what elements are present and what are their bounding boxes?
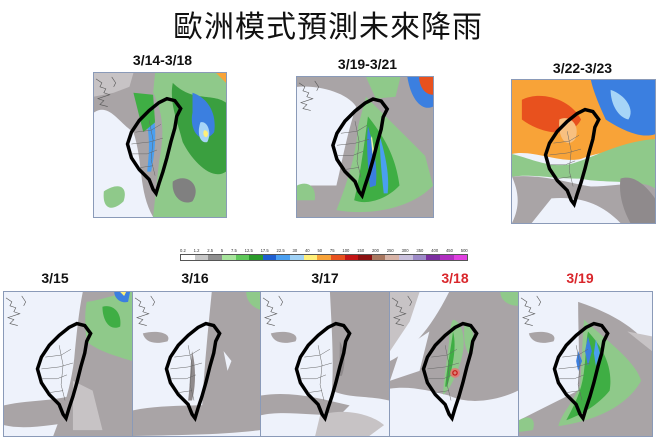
colorbar-swatch: [290, 255, 304, 260]
colorbar-swatch: [453, 255, 468, 260]
precipitation-colorbar: 0.2 1.2 2.5 5 7.5 12.5 17.5 22.5 30 40 5…: [180, 248, 468, 262]
map-panel-bottom-1: [3, 291, 133, 437]
panel-label-bottom-5: 3/19: [566, 270, 594, 286]
colorbar-swatch: [221, 255, 236, 260]
panel-label-bottom-2: 3/16: [181, 270, 209, 286]
colorbar-swatch: [194, 255, 209, 260]
colorbar-tick: 0.2: [180, 248, 186, 253]
colorbar-tick: 75: [329, 248, 335, 253]
colorbar-tick: 200: [371, 248, 379, 253]
map-panel-bottom-3: [260, 291, 390, 437]
colorbar-swatch: [303, 255, 318, 260]
colorbar-tick: 400: [431, 248, 439, 253]
panel-label-bottom-4: 3/18: [441, 270, 469, 286]
map-panel-bottom-2: [132, 291, 261, 437]
colorbar-tick: 17.5: [260, 248, 269, 253]
colorbar-swatch: [330, 255, 345, 260]
panel-label-top-3: 3/22-3/23: [552, 60, 613, 76]
colorbar-tick: 7.5: [231, 248, 237, 253]
panel-label-bottom-1: 3/15: [41, 270, 69, 286]
colorbar-swatch: [385, 255, 399, 260]
colorbar-tick: 30: [292, 248, 298, 253]
highlight-marker-icon: [450, 367, 460, 378]
colorbar-swatch: [317, 255, 331, 260]
colorbar-swatch: [249, 255, 263, 260]
map-panel-top-1: [93, 72, 227, 218]
colorbar-swatch: [276, 255, 290, 260]
colorbar-swatch: [181, 255, 195, 260]
colorbar-tick: 500: [460, 248, 468, 253]
colorbar-swatch: [399, 255, 413, 260]
colorbar-tick: 2.5: [207, 248, 214, 253]
map-panel-bottom-4: [389, 291, 519, 437]
colorbar-swatch: [208, 255, 222, 260]
map-panel-top-2: [296, 76, 434, 218]
colorbar-tick: 300: [401, 248, 409, 253]
colorbar-tick: 350: [416, 248, 424, 253]
colorbar-ticks: 0.2 1.2 2.5 5 7.5 12.5 17.5 22.5 30 40 5…: [180, 248, 468, 253]
colorbar-swatches: [180, 254, 468, 261]
colorbar-swatch: [439, 255, 454, 260]
colorbar-tick: 150: [357, 248, 365, 253]
colorbar-tick: 50: [317, 248, 323, 253]
panel-label-bottom-3: 3/17: [311, 270, 339, 286]
colorbar-tick: 450: [445, 248, 453, 253]
map-panel-bottom-5: [518, 291, 653, 437]
colorbar-tick: 5: [220, 248, 224, 253]
colorbar-tick: 250: [386, 248, 394, 253]
colorbar-swatch: [426, 255, 440, 260]
colorbar-swatch: [412, 255, 427, 260]
colorbar-swatch: [344, 255, 359, 260]
panel-label-top-2: 3/19-3/21: [337, 56, 398, 72]
panel-label-top-1: 3/14-3/18: [132, 52, 193, 68]
colorbar-tick: 100: [342, 248, 350, 253]
colorbar-tick: 12.5: [244, 248, 253, 253]
colorbar-swatch: [235, 255, 250, 260]
map-panel-top-3: [511, 79, 656, 224]
colorbar-swatch: [262, 255, 277, 260]
colorbar-swatch: [371, 255, 386, 260]
colorbar-swatch: [358, 255, 372, 260]
page-title: 歐洲模式預測未來降雨: [173, 10, 483, 45]
colorbar-tick: 22.5: [276, 248, 285, 253]
colorbar-tick: 1.2: [193, 248, 200, 253]
colorbar-tick: 40: [304, 248, 310, 253]
